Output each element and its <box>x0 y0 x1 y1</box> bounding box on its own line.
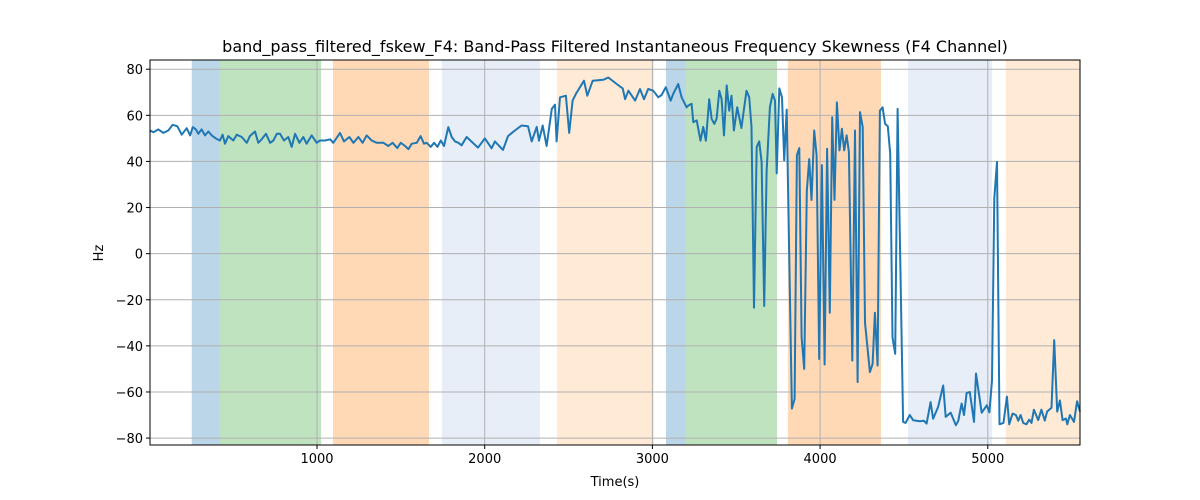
x-axis-label: Time(s) <box>590 475 640 490</box>
series-line <box>149 76 1081 427</box>
shaded-region-6 <box>685 60 777 445</box>
y-tick-label: 20 <box>126 202 143 217</box>
y-tick-label: −60 <box>116 386 143 401</box>
x-tick-label: 5000 <box>971 452 1004 467</box>
x-tick-label: 4000 <box>804 452 837 467</box>
chart-title: band_pass_filtered_fskew_F4: Band-Pass F… <box>222 37 1008 57</box>
y-axis-label: Hz <box>92 245 107 262</box>
x-tick-label: 3000 <box>636 452 669 467</box>
shaded-region-8 <box>907 60 992 445</box>
axis-ticks: 1000 2000 3000 4000 5000 −80 −60 −40 −20 0 20 40 60 8… <box>116 63 1005 467</box>
plot-frame <box>149 59 1081 446</box>
y-tick-label: 60 <box>126 109 143 124</box>
shaded-region-2 <box>332 60 430 445</box>
shaded-region-7 <box>787 60 881 445</box>
y-tick-label: 80 <box>126 63 143 78</box>
shaded-region-9 <box>1005 60 1080 445</box>
y-tick-label: −20 <box>116 294 143 309</box>
shaded-region-0 <box>191 60 220 445</box>
y-tick-label: 0 <box>135 248 143 263</box>
y-tick-label: 40 <box>126 155 143 170</box>
grid <box>150 60 1080 445</box>
x-tick-label: 2000 <box>468 452 501 467</box>
shaded-region-3 <box>441 60 541 445</box>
y-tick-label: −40 <box>116 340 143 355</box>
shaded-region-5 <box>665 60 686 445</box>
y-tick-label: −80 <box>116 432 143 447</box>
x-tick-label: 1000 <box>300 452 333 467</box>
shaded-region-4 <box>556 60 655 445</box>
shaded-regions <box>191 60 1080 445</box>
shaded-region-1 <box>219 60 322 445</box>
